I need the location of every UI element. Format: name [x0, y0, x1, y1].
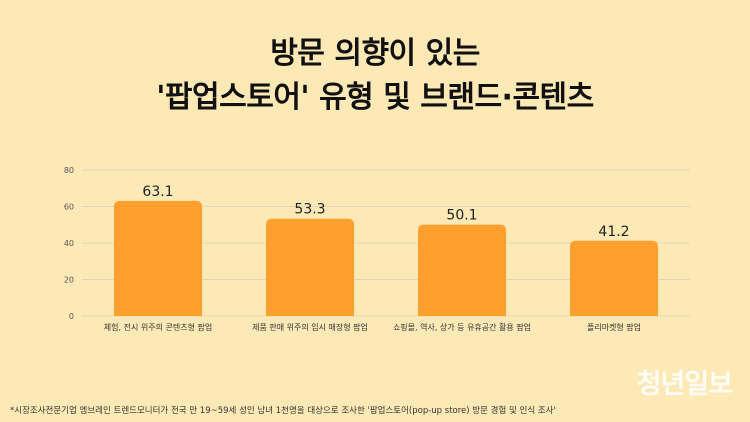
y-tick-label: 0	[69, 312, 74, 321]
bar-2	[266, 218, 354, 316]
data-label: 63.1	[142, 184, 173, 200]
y-tick-label: 20	[64, 276, 74, 285]
page-title-line2: '팝업스토어' 유형 및 브랜드·콘텐츠	[156, 80, 594, 115]
x-tick-label: 플리마켓형 팝업	[587, 322, 641, 332]
x-tick-label: 쇼핑몰, 역사, 상가 등 유휴공간 활용 팝업	[393, 322, 531, 332]
data-label: 41.2	[598, 224, 629, 240]
publisher-logo: 청년일보	[636, 369, 733, 400]
x-tick-label: 체험, 전시 위주의 콘텐츠형 팝업	[104, 322, 212, 332]
y-tick-label: 40	[64, 239, 74, 248]
y-tick-label: 80	[64, 166, 74, 175]
x-tick-label: 제품 판매 위주의 임시 매장형 팝업	[252, 322, 368, 332]
y-tick-label: 60	[64, 203, 74, 212]
source-footnote: *시장조사전문기업 엠브레인 트렌드모니터가 전국 만 19~59세 성인 남녀…	[10, 406, 556, 416]
page-title-line1: 방문 의향이 있는	[270, 36, 480, 71]
bar-1	[114, 200, 202, 316]
bar-3	[418, 224, 506, 316]
data-label: 53.3	[294, 202, 325, 218]
bar-4	[570, 240, 658, 316]
data-label: 50.1	[446, 208, 477, 224]
